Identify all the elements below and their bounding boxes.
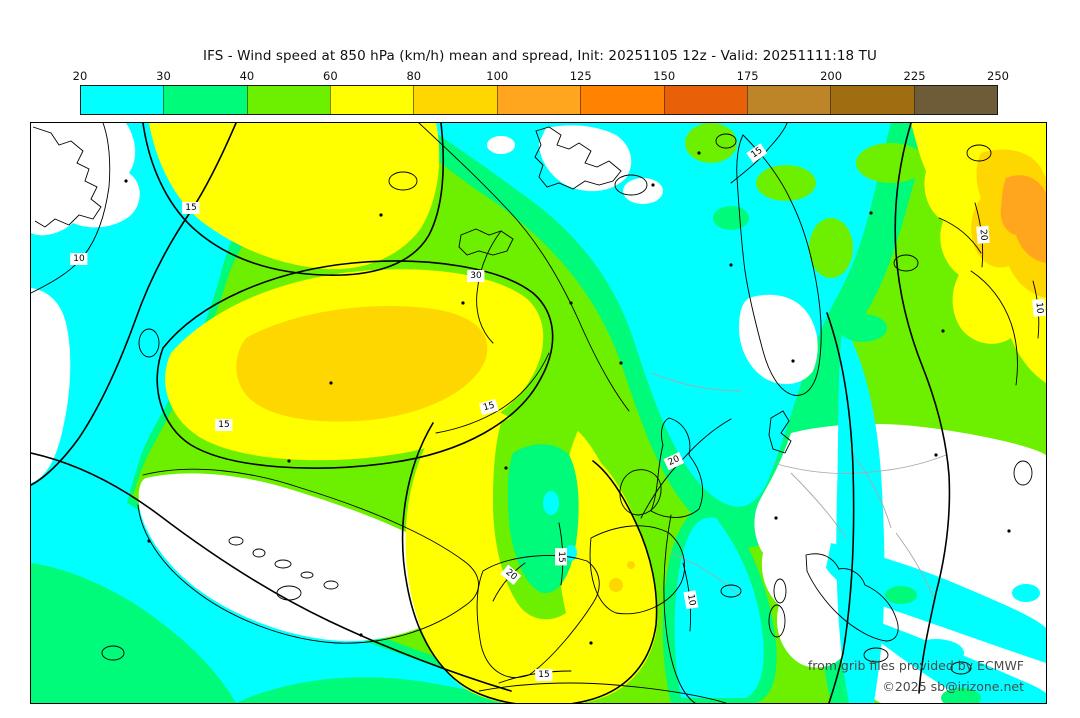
coastlines [32,126,972,703]
colorbar-tick: 20 [72,69,88,83]
colorbar-segment [330,86,414,114]
country-borders [650,372,947,604]
page-title: IFS - Wind speed at 850 hPa (km/h) mean … [203,48,877,64]
colorbar-ticks: 20 30 40 60 80 100 125 150 175 200 225 250 [73,69,1009,83]
attribution-copyright: ©2025 sb@irizone.net [882,679,1024,694]
colorbar-tick: 60 [323,69,338,83]
colorbar [80,85,998,115]
map-canvas [31,123,1046,703]
colorbar-segment [413,86,497,114]
colorbar-tick: 40 [239,69,255,83]
colorbar-segment [663,86,747,114]
colorbar-segment [580,86,664,114]
attribution-source: from grib files provided by ECMWF [807,658,1024,673]
colorbar-segment [163,86,247,114]
colorbar-tick: 175 [736,69,759,83]
colorbar-segment [496,86,581,114]
colorbar-tick: 250 [987,69,1009,83]
colorbar-tick: 150 [653,69,676,83]
map-frame: 10 15 30 15 15 15 20 15 20 15 10 20 10 from grib fil… [30,122,1047,704]
attribution: from grib files provided by ECMWF ©2025 … [808,655,1024,697]
colorbar-tick: 125 [569,69,592,83]
colorbar-tick: 80 [406,69,422,83]
colorbar-tick: 225 [903,69,926,83]
colorbar-tick: 200 [820,69,843,83]
colorbar-segment [746,86,831,114]
colorbar-tick: 100 [486,69,509,83]
colorbar-segment [830,86,914,114]
contour-specks [124,151,1011,645]
colorbar-segment [246,86,331,114]
wind-fill-regions [31,123,1046,703]
colorbar-segment [913,86,997,114]
colorbar-tick: 30 [156,69,171,83]
colorbar-segment [81,86,164,114]
